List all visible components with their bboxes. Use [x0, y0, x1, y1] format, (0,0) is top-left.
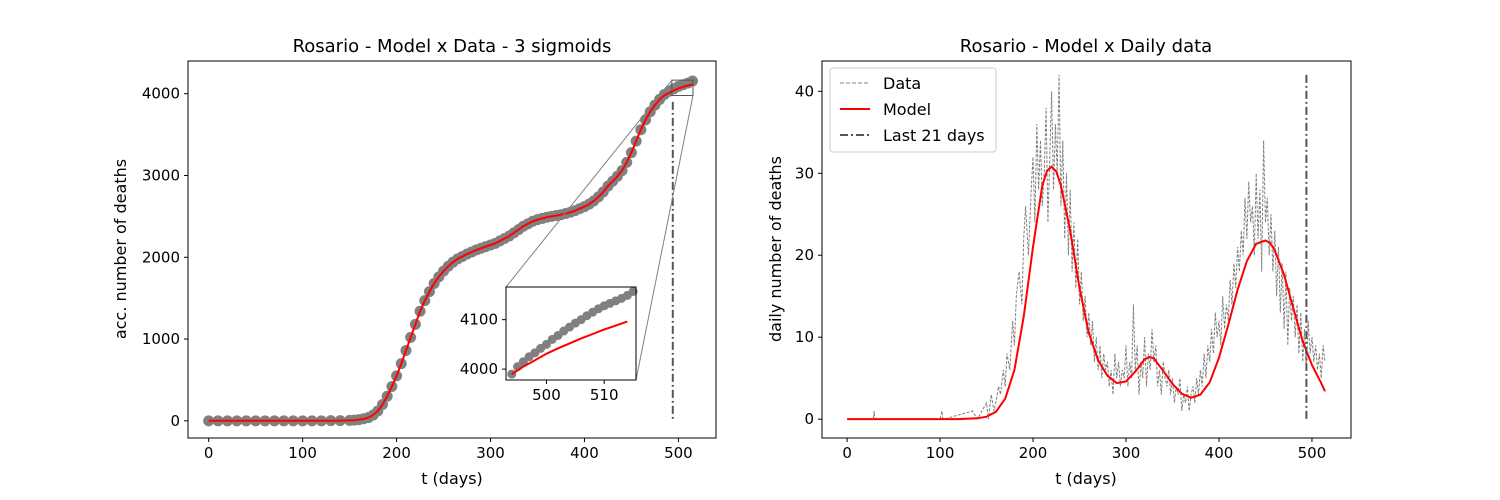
- left-y-tick-label: 0: [170, 412, 180, 430]
- left-x-tick-label: 300: [476, 444, 505, 462]
- right-y-tick-label: 40: [795, 82, 814, 100]
- left-model-line: [208, 83, 693, 422]
- right-x-tick-label: 200: [1019, 444, 1048, 462]
- right-y-tick-label: 30: [795, 164, 814, 182]
- right-y-axis-label: daily number of deaths: [766, 156, 785, 342]
- left-y-axis-label: acc. number of deaths: [111, 159, 130, 339]
- right-y-tick-label: 0: [804, 410, 814, 428]
- left-x-tick-label: 100: [288, 444, 317, 462]
- inset-y-tick-label: 4000: [460, 360, 498, 378]
- right-x-axis-label: t (days): [1055, 469, 1117, 488]
- right-y-tick-label: 10: [795, 328, 814, 346]
- left-axes-frame: [187, 60, 717, 439]
- left-zoom-region: [671, 79, 694, 97]
- left-y-tick-label: 3000: [142, 166, 180, 184]
- right-axes-frame: [821, 60, 1352, 439]
- inset-x-tick-label: 510: [590, 386, 619, 404]
- right-y-tick-label: 20: [795, 246, 814, 264]
- legend-label-data: Data: [883, 74, 921, 93]
- right-x-tick-label: 400: [1205, 444, 1234, 462]
- left-chart-title: Rosario - Model x Data - 3 sigmoids: [293, 36, 612, 57]
- inset-data-point: [628, 286, 638, 296]
- legend-label-last-21-days: Last 21 days: [883, 126, 985, 145]
- right-chart: Rosario - Model x Daily data t (days) da…: [766, 36, 1352, 488]
- right-chart-title: Rosario - Model x Daily data: [960, 36, 1212, 57]
- left-zoom-connector: [505, 79, 673, 288]
- inset-model-line: [511, 320, 628, 375]
- left-x-tick-label: 0: [204, 444, 214, 462]
- inset-axes-frame: [505, 286, 637, 381]
- left-x-tick-label: 500: [664, 444, 693, 462]
- right-x-tick-label: 0: [842, 444, 852, 462]
- legend-box: [829, 67, 997, 153]
- right-x-tick-label: 100: [926, 444, 955, 462]
- right-plot-area: 0 100 200 300 400 500 0 10 20 30 40: [795, 60, 1352, 462]
- right-model-line: [847, 165, 1326, 421]
- left-data-point: [203, 415, 215, 427]
- legend-label-model: Model: [883, 100, 931, 119]
- left-zoom-connector: [635, 95, 694, 381]
- left-x-tick-label: 400: [570, 444, 599, 462]
- right-x-tick-label: 500: [1298, 444, 1327, 462]
- right-chart-legend: Data Model Last 21 days: [829, 67, 997, 153]
- left-plot-area: 0 100 200 300 400 500 0 1000 2000 3000 4000 500 510 4…: [142, 60, 717, 462]
- left-x-tick-label: 200: [382, 444, 411, 462]
- left-y-tick-label: 1000: [142, 330, 180, 348]
- inset-y-tick-label: 4100: [460, 311, 498, 329]
- inset-x-tick-label: 500: [532, 386, 561, 404]
- left-y-tick-label: 4000: [142, 85, 180, 103]
- left-y-tick-label: 2000: [142, 248, 180, 266]
- left-x-axis-label: t (days): [421, 469, 483, 488]
- right-x-tick-label: 300: [1112, 444, 1141, 462]
- left-chart: Rosario - Model x Data - 3 sigmoids t (d…: [111, 36, 717, 488]
- right-data-line: [847, 74, 1326, 421]
